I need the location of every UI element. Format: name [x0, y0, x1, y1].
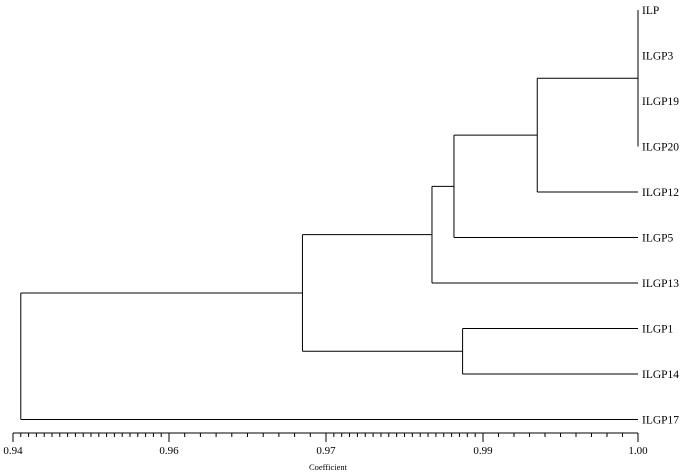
x-axis-tick-labels: 0.94 0.96 0.97 0.99 1.00: [3, 445, 648, 457]
leaf-label-ilgp17: ILGP17: [642, 415, 679, 427]
dendrogram-branches: [20, 10, 639, 420]
leaf-label-ilgp3: ILGP3: [642, 51, 674, 63]
tick-label-0-94: 0.94: [3, 445, 23, 457]
tick-label-1-00: 1.00: [628, 445, 648, 457]
leaf-label-ilgp5: ILGP5: [642, 233, 674, 245]
leaf-label-ilgp1: ILGP1: [642, 324, 674, 336]
x-axis-ticks: [12, 433, 639, 442]
leaf-label-ilgp12: ILGP12: [642, 187, 679, 199]
leaf-label-ilp: ILP: [642, 5, 659, 17]
leaf-label-ilgp13: ILGP13: [642, 278, 679, 290]
leaf-label-ilgp19: ILGP19: [642, 96, 679, 108]
tick-label-0-97: 0.97: [316, 445, 336, 457]
x-axis: 0.94 0.96 0.97 0.99 1.00 Coefficient: [3, 432, 648, 472]
x-axis-title: Coefficient: [309, 462, 348, 472]
leaf-labels: ILP ILGP3 ILGP19 ILGP20 ILGP12 ILGP5 ILGP13 ILG…: [642, 5, 679, 427]
leaf-label-ilgp20: ILGP20: [642, 142, 679, 154]
leaf-label-ilgp14: ILGP14: [642, 369, 679, 381]
tick-label-0-96: 0.96: [159, 445, 179, 457]
tick-label-0-99: 0.99: [473, 445, 493, 457]
